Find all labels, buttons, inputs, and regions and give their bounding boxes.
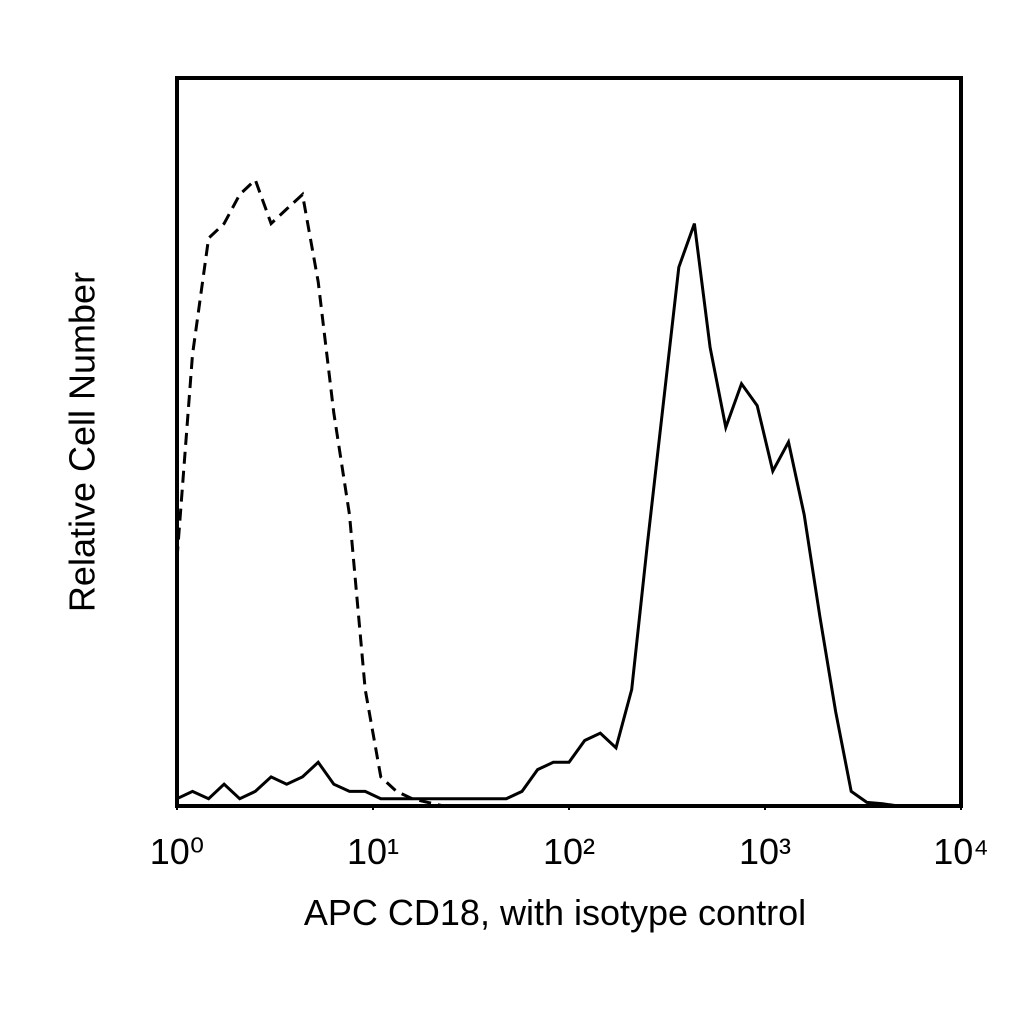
x-tick-label: 10⁴ [933, 831, 989, 872]
x-tick-label: 10³ [739, 831, 791, 872]
plot-frame [175, 76, 963, 808]
series-line [176, 223, 961, 808]
x-tick-label: 10⁰ [150, 831, 204, 872]
x-tick-label: 10¹ [347, 831, 399, 872]
x-axis-label: APC CD18, with isotype control [304, 892, 806, 933]
series-line [175, 177, 961, 808]
x-tick-label: 10² [543, 831, 595, 872]
y-axis-label: Relative Cell Number [62, 272, 103, 612]
